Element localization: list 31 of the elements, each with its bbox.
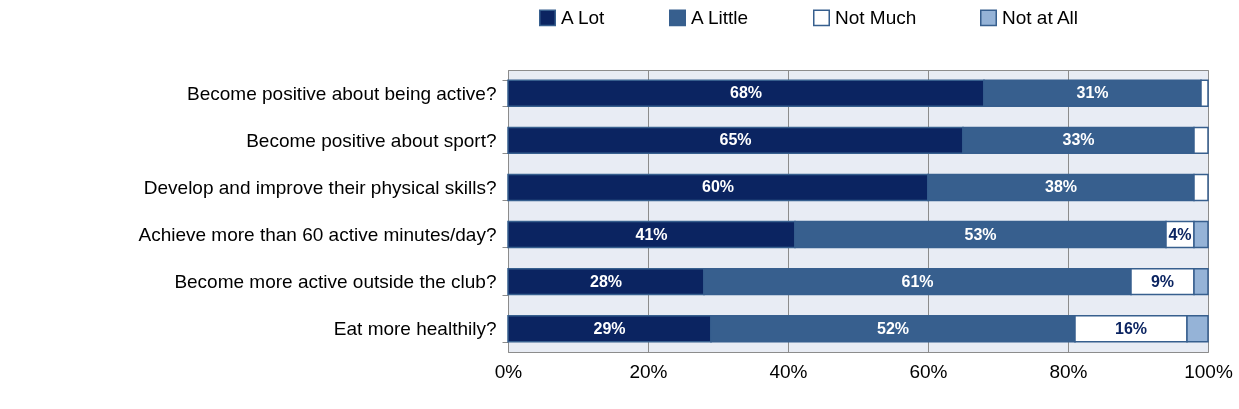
data-label: 53% xyxy=(964,225,997,243)
data-label: 68% xyxy=(729,84,763,102)
x-tick-label: 80% xyxy=(1049,360,1088,382)
data-label: 28% xyxy=(589,272,623,290)
data-label: 16% xyxy=(1114,319,1148,337)
x-tick-label: 100% xyxy=(1184,360,1233,382)
y-tick-label: Become more active outside the club? xyxy=(174,271,497,293)
legend-label: A Lot xyxy=(561,6,606,28)
x-tick-label: 0% xyxy=(494,360,523,382)
x-tick-label: 20% xyxy=(629,360,668,382)
data-label: 29% xyxy=(593,319,626,337)
y-tick-label: Become positive about being active? xyxy=(187,82,497,104)
data-label: 60% xyxy=(701,178,735,196)
data-label: 31% xyxy=(1076,84,1109,102)
y-tick-label: Achieve more than 60 active minutes/day? xyxy=(138,224,497,246)
x-tick-label: 60% xyxy=(909,360,948,382)
data-label: 9% xyxy=(1150,272,1175,290)
legend-label: Not Much xyxy=(835,6,917,28)
data-label: 41% xyxy=(635,225,668,243)
data-label: 4% xyxy=(1168,225,1192,243)
data-label: 38% xyxy=(1044,178,1078,196)
x-tick-label: 40% xyxy=(769,360,808,382)
data-label: 52% xyxy=(876,319,910,337)
data-label: 61% xyxy=(901,272,934,290)
y-tick-label: Become positive about sport? xyxy=(246,129,497,151)
y-tick-label: Eat more healthily? xyxy=(333,318,497,340)
data-label: 33% xyxy=(1062,131,1095,149)
legend-label: A Little xyxy=(691,6,749,28)
y-tick-label: Develop and improve their physical skills? xyxy=(143,176,497,198)
data-label: 65% xyxy=(719,131,752,149)
legend-label: Not at All xyxy=(1002,6,1079,28)
